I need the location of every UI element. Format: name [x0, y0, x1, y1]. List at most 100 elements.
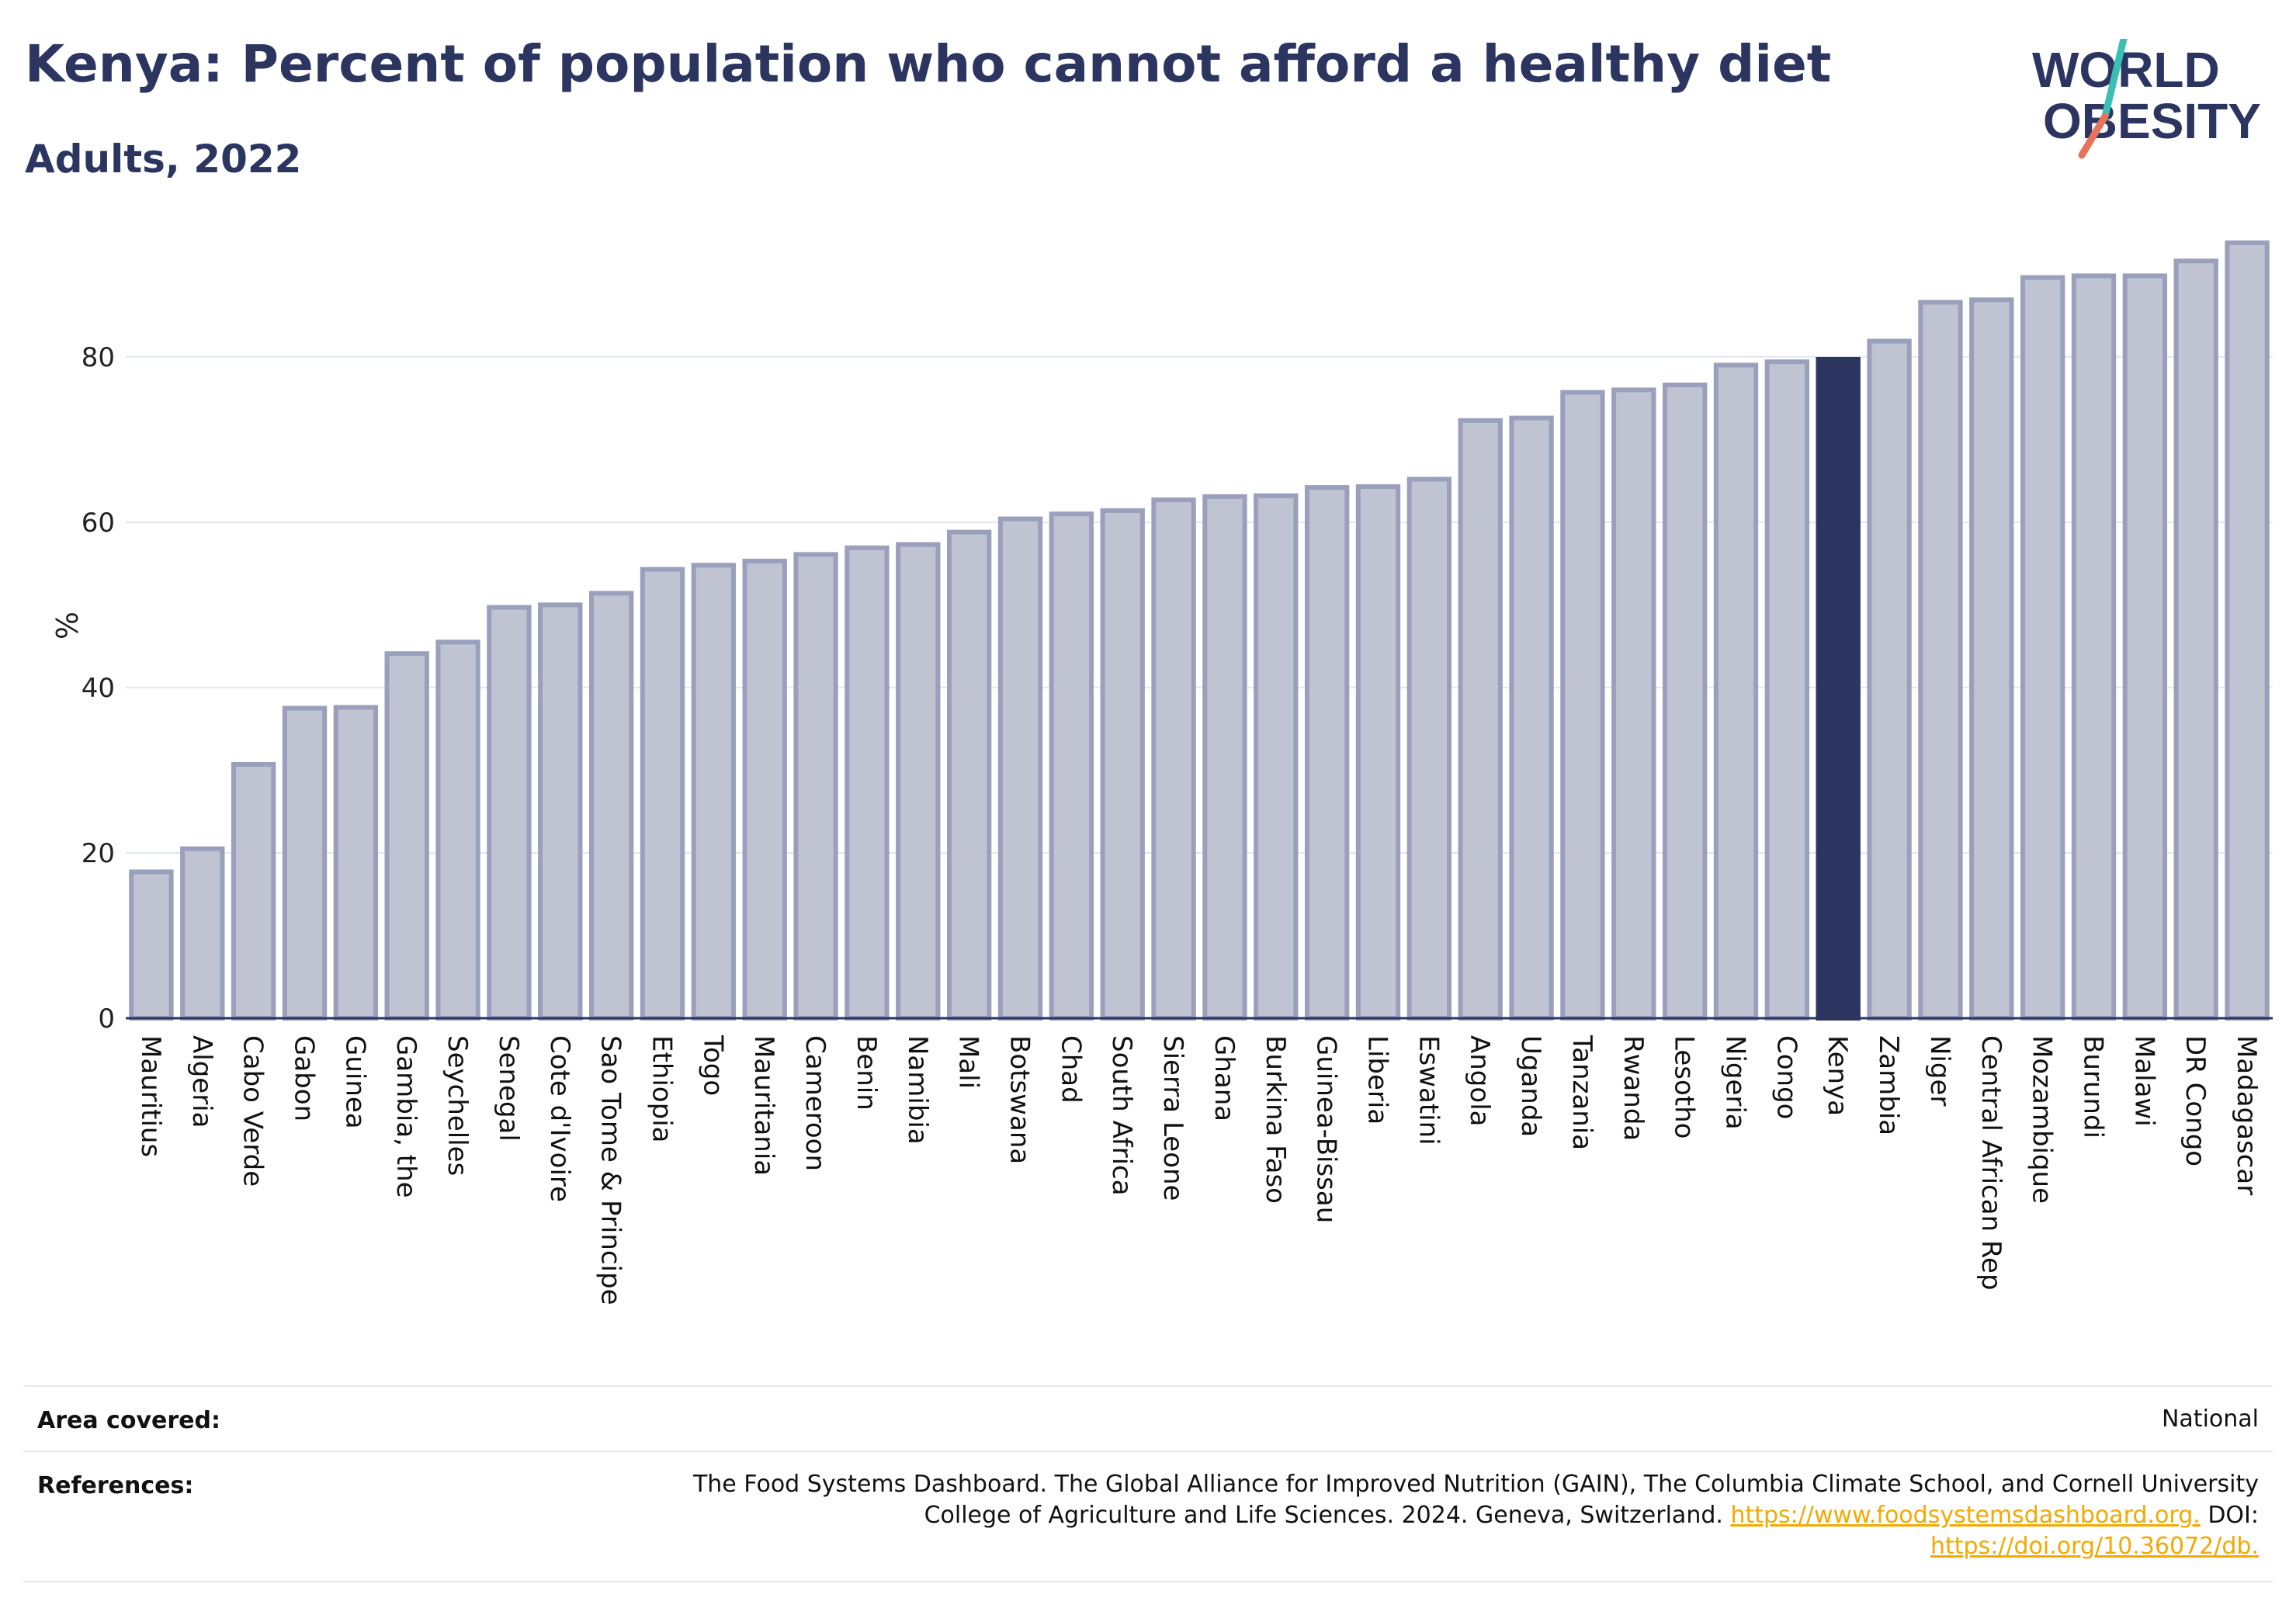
bar-madagascar[interactable]	[2225, 240, 2270, 1021]
x-tick-label: Sao Tome & Principe	[595, 1035, 626, 1305]
bar-uganda[interactable]	[1509, 415, 1554, 1021]
bar-mali[interactable]	[946, 529, 992, 1021]
x-tick-label: Benin	[851, 1035, 882, 1111]
doi-link[interactable]: https://doi.org/10.36072/db.	[1930, 1533, 2259, 1560]
bar-guinea[interactable]	[333, 705, 379, 1021]
reference-line-3: https://doi.org/10.36072/db.	[473, 1531, 2259, 1562]
x-tick-label: Mali	[953, 1035, 984, 1089]
bar-kenya[interactable]	[1816, 356, 1861, 1021]
y-tick-label: 80	[82, 342, 115, 373]
bar-mauritius[interactable]	[129, 869, 174, 1021]
bar-ethiopia[interactable]	[640, 567, 685, 1021]
logo-text-bottom: OBESITY	[2043, 93, 2261, 149]
x-tick-label: Guinea	[339, 1035, 370, 1129]
x-tick-label: Rwanda	[1618, 1035, 1649, 1141]
bar-chad[interactable]	[1049, 511, 1094, 1021]
references-row: References: The Food Systems Dashboard. …	[23, 1450, 2273, 1582]
bar-lesotho[interactable]	[1662, 383, 1708, 1021]
x-tick-label: Central African Rep	[1975, 1035, 2006, 1291]
x-tick-label: Mozambique	[2027, 1035, 2058, 1204]
x-tick-label: Togo	[697, 1035, 728, 1096]
bar-zambia[interactable]	[1867, 338, 1912, 1021]
x-tick-label: Ethiopia	[647, 1035, 678, 1142]
logo-slash-teal	[2101, 39, 2128, 120]
x-tick-label: Ghana	[1209, 1035, 1240, 1121]
references-label: References:	[37, 1472, 194, 1499]
x-tick-label: Cameroon	[799, 1035, 831, 1171]
bar-cabo-verde[interactable]	[231, 761, 276, 1021]
x-tick-label: Madagascar	[2231, 1035, 2262, 1195]
bar-togo[interactable]	[691, 563, 737, 1021]
bar-congo[interactable]	[1764, 359, 1810, 1021]
bar-gambia-the[interactable]	[384, 651, 429, 1021]
bar-burkina-faso[interactable]	[1254, 493, 1299, 1021]
dashboard-link[interactable]: https://www.foodsystemsdashboard.org.	[1730, 1502, 2201, 1529]
bar-mozambique[interactable]	[2020, 275, 2065, 1021]
x-tick-label: Angola	[1464, 1035, 1495, 1126]
x-tick-label: Botswana	[1004, 1035, 1035, 1164]
bar-gabon[interactable]	[282, 705, 328, 1021]
x-tick-label: Uganda	[1515, 1035, 1546, 1137]
bar-burundi[interactable]	[2071, 273, 2117, 1021]
x-tick-label: Sierra Leone	[1157, 1035, 1188, 1201]
area-covered-value: National	[2161, 1405, 2259, 1433]
chart-subtitle: Adults, 2022	[25, 137, 302, 182]
bar-dr-congo[interactable]	[2173, 258, 2218, 1021]
bar-south-africa[interactable]	[1100, 508, 1145, 1021]
bar-eswatini[interactable]	[1406, 477, 1452, 1021]
y-tick-label: 20	[82, 838, 115, 869]
reference-line-2: College of Agriculture and Life Sciences…	[473, 1500, 2259, 1531]
bar-chart: 0 20 40 60 80% Mauritius Algeria Cabo Verde Gabo…	[49, 240, 2273, 1305]
bar-guinea-bissau[interactable]	[1304, 485, 1350, 1021]
x-tick-label: Guinea-Bissau	[1311, 1035, 1342, 1223]
x-tick-label: Eswatini	[1413, 1035, 1444, 1145]
x-tick-label: Malawi	[2128, 1035, 2159, 1127]
x-tick-label: Gambia, the	[390, 1035, 421, 1198]
reference-line-1: The Food Systems Dashboard. The Global A…	[692, 1471, 2259, 1498]
bar-liberia[interactable]	[1355, 484, 1401, 1021]
bar-cote-d-ivoire[interactable]	[538, 602, 583, 1021]
x-tick-label: Tanzania	[1566, 1035, 1597, 1150]
bar-sao-tome-principe[interactable]	[588, 591, 634, 1021]
x-tick-label: DR Congo	[2180, 1035, 2211, 1166]
x-tick-label: Liberia	[1362, 1035, 1393, 1125]
bar-central-african-rep[interactable]	[1969, 297, 2014, 1021]
bar-angola[interactable]	[1458, 418, 1503, 1021]
x-tick-label: Cabo Verde	[238, 1035, 269, 1187]
bar-rwanda[interactable]	[1611, 387, 1656, 1021]
bar-sierra-leone[interactable]	[1151, 497, 1196, 1021]
references-value: The Food Systems Dashboard. The Global A…	[473, 1469, 2259, 1562]
reference-line-2-text: College of Agriculture and Life Sciences…	[924, 1502, 1723, 1529]
x-tick-label: Congo	[1771, 1035, 1802, 1119]
bar-niger[interactable]	[1918, 300, 1963, 1021]
x-tick-label: Kenya	[1822, 1035, 1853, 1116]
x-tick-label: Nigeria	[1720, 1035, 1751, 1130]
bar-seychelles[interactable]	[435, 639, 480, 1021]
bar-cameroon[interactable]	[793, 552, 838, 1021]
bar-nigeria[interactable]	[1713, 362, 1759, 1021]
bar-ghana[interactable]	[1202, 494, 1247, 1021]
bar-senegal[interactable]	[487, 605, 532, 1021]
x-tick-label: Seychelles	[442, 1035, 473, 1176]
x-tick-label: Mauritius	[135, 1035, 166, 1157]
x-tick-label: Zambia	[1873, 1035, 1904, 1135]
bar-botswana[interactable]	[997, 516, 1043, 1021]
bar-algeria[interactable]	[180, 846, 225, 1021]
x-tick-label: Lesotho	[1669, 1035, 1700, 1139]
doi-label: DOI:	[2208, 1502, 2259, 1529]
x-tick-label: Niger	[1924, 1035, 1955, 1106]
bar-namibia[interactable]	[896, 542, 941, 1021]
logo-slash-coral	[2078, 113, 2109, 159]
bar-tanzania[interactable]	[1560, 390, 1605, 1021]
info-table-bottom-border	[23, 1581, 2273, 1582]
area-covered-row: Area covered: National	[23, 1385, 2273, 1452]
y-axis-label: %	[49, 612, 83, 639]
bar-benin[interactable]	[845, 545, 890, 1021]
bar-mauritania[interactable]	[742, 558, 787, 1021]
world-obesity-logo: WORLD OBESITY	[2032, 39, 2261, 159]
area-covered-label: Area covered:	[37, 1407, 220, 1434]
bar-malawi[interactable]	[2122, 273, 2168, 1021]
x-tick-label: Chad	[1055, 1035, 1086, 1104]
x-tick-label: Senegal	[493, 1035, 524, 1142]
x-tick-label: Mauritania	[748, 1035, 779, 1176]
